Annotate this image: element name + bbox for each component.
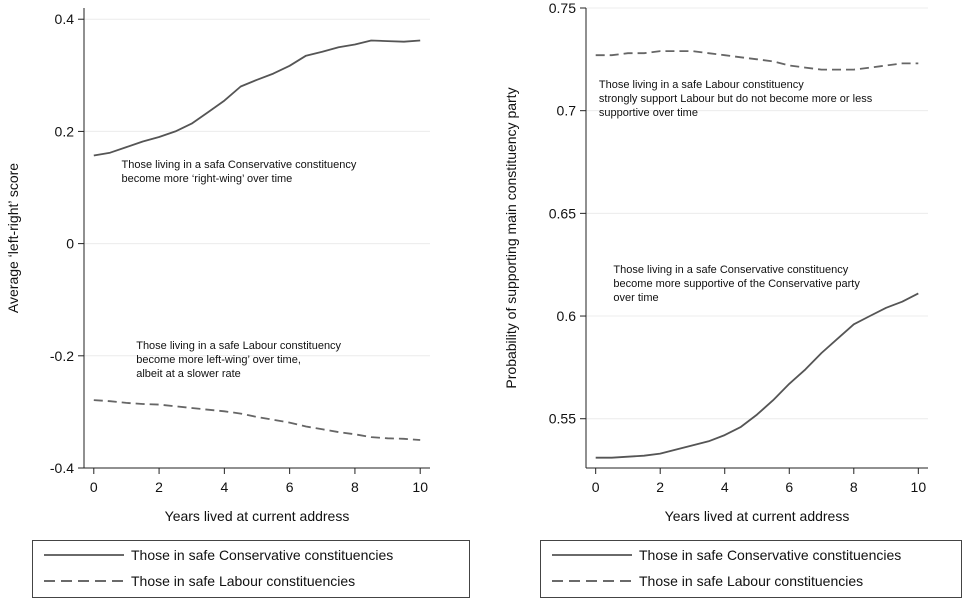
x-tick-label: 2	[656, 479, 664, 495]
legend-box	[540, 540, 962, 598]
annotation-line: become more left-wing’ over time,	[136, 354, 301, 366]
x-tick-label: 8	[850, 479, 858, 495]
y-axis-title: Average ‘left-right’ score	[5, 163, 21, 313]
legend-label: Those in safe Conservative constituencie…	[131, 547, 393, 563]
y-tick-label: 0	[66, 236, 74, 252]
annotation-line: Those living in a safe Labour constituen…	[599, 79, 804, 91]
legend: Those in safe Conservative constituencie…	[32, 540, 470, 598]
y-tick-label: 0.4	[55, 11, 75, 27]
series-line-labour	[595, 50, 919, 71]
series-line-labour	[93, 399, 421, 441]
x-tick-label: 8	[351, 479, 359, 495]
annotation-line: Those living in a safe Labour constituen…	[136, 340, 341, 352]
y-tick-label: -0.2	[50, 348, 74, 364]
y-tick-label: 0.2	[55, 123, 75, 139]
x-tick-label: 0	[90, 479, 98, 495]
annotation-line: over time	[613, 292, 658, 304]
annotation-line: albeit at a slower rate	[136, 368, 241, 380]
chart-panel-1: -0.4 -0.2 0 0.2 0.4 0 2 4 6 8 10 Years lived at cur…	[5, 8, 470, 598]
legend-box	[32, 540, 470, 598]
y-tick-label: 0.7	[557, 103, 577, 119]
x-tick-label: 2	[155, 479, 163, 495]
x-tick-label: 6	[785, 479, 793, 495]
x-tick-label: 6	[286, 479, 294, 495]
chart-panel-2: 0.55 0.6 0.65 0.7 0.75 0 2 4 6 8 10 Years lived at …	[503, 0, 962, 598]
legend-label: Those in safe Labour constituencies	[639, 573, 863, 589]
x-axis-title: Years lived at current address	[665, 508, 850, 524]
annotation-line: supportive over time	[599, 107, 698, 119]
y-tick-label: 0.65	[549, 205, 576, 221]
annotation-2: Those living in a safe Conservative cons…	[613, 264, 860, 304]
y-tick-label: 0.75	[549, 0, 576, 16]
y-tick-label: -0.4	[50, 460, 74, 476]
x-tick-label: 10	[911, 479, 927, 495]
legend-label: Those in safe Conservative constituencie…	[639, 547, 901, 563]
legend-label: Those in safe Labour constituencies	[131, 573, 355, 589]
series-line-conservative	[595, 292, 919, 459]
annotation-2: Those living in a safe Labour constituen…	[136, 340, 341, 380]
annotation-line: become more supportive of the Conservati…	[613, 278, 860, 290]
annotation-line: Those living in a safa Conservative cons…	[122, 159, 357, 171]
x-tick-label: 4	[220, 479, 228, 495]
annotation-line: strongly support Labour but do not becom…	[599, 93, 873, 105]
y-axis-title: Probability of supporting main constitue…	[503, 87, 519, 388]
x-tick-label: 4	[721, 479, 729, 495]
annotation-1: Those living in a safa Conservative cons…	[122, 159, 357, 185]
annotation-line: become more ‘right-wing’ over time	[122, 173, 293, 185]
annotation-1: Those living in a safe Labour constituen…	[599, 79, 873, 119]
x-tick-label: 0	[592, 479, 600, 495]
annotation-line: Those living in a safe Conservative cons…	[613, 264, 848, 276]
y-tick-label: 0.6	[557, 308, 577, 324]
series-line-conservative	[93, 39, 421, 157]
y-tick-label: 0.55	[549, 411, 576, 427]
x-axis-title: Years lived at current address	[165, 508, 350, 524]
x-tick-label: 10	[412, 479, 428, 495]
legend: Those in safe Conservative constituencie…	[540, 540, 962, 598]
